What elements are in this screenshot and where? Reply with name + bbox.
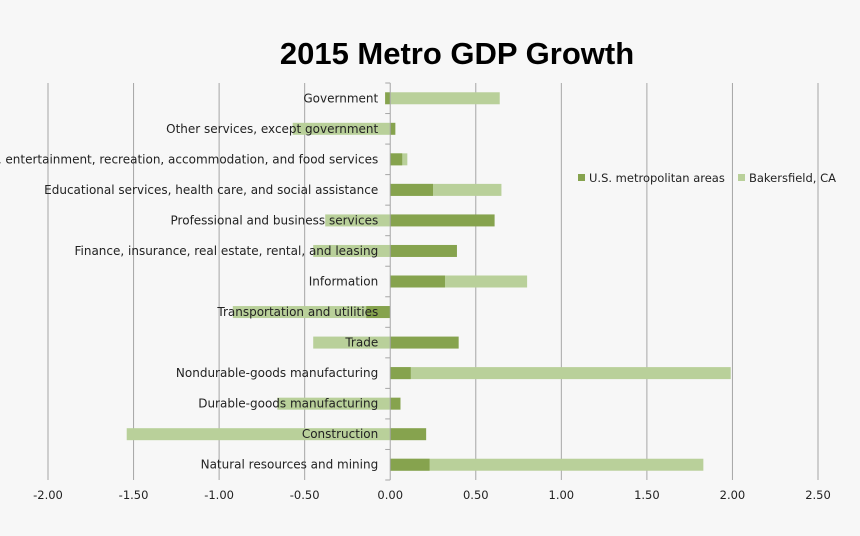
bar-bakersfield [277, 397, 391, 410]
category-label: Professional and business services [171, 213, 379, 227]
category-label: Educational services, health care, and s… [44, 183, 378, 197]
bar-bakersfield [292, 122, 391, 135]
x-tick-label: 1.00 [549, 488, 575, 502]
bar-bakersfield [313, 336, 391, 349]
bar-us-metro [390, 214, 495, 227]
x-tick-label: 0.50 [463, 488, 489, 502]
category-label: Information [309, 275, 378, 289]
legend-swatch [578, 174, 585, 181]
category-label: Nondurable-goods manufacturing [176, 366, 378, 380]
bar-bakersfield [390, 367, 731, 380]
bar-bakersfield [390, 458, 704, 471]
bar-bakersfield [390, 92, 500, 105]
category-label: Other services, except government [166, 122, 378, 136]
legend-label: U.S. metropolitan areas [589, 171, 725, 185]
legend: U.S. metropolitan areas Bakersfield, CA [578, 171, 836, 185]
x-tick-label: 0.00 [377, 488, 403, 502]
bar-us-metro [366, 306, 391, 319]
x-tick-label: -0.50 [290, 488, 320, 502]
bar-us-metro [390, 153, 403, 166]
bar-bakersfield [126, 428, 391, 441]
bar-us-metro [390, 122, 396, 135]
category-label: Government [303, 91, 378, 105]
chart-title: 2015 Metro GDP Growth [280, 36, 634, 71]
legend-swatch [738, 174, 745, 181]
bar-us-metro [390, 336, 459, 349]
bar-us-metro [390, 458, 430, 471]
x-tick-label: 2.50 [805, 488, 831, 502]
bar-us-metro [390, 397, 401, 410]
category-label: Trade [344, 336, 378, 350]
x-tick-label: 1.50 [634, 488, 660, 502]
category-label: Transportation and utilities [216, 305, 378, 319]
bar-us-metro [390, 367, 411, 380]
legend-label: Bakersfield, CA [749, 171, 836, 185]
category-label: Construction [302, 427, 378, 441]
category-label: Finance, insurance, real estate, rental,… [74, 244, 378, 258]
bar-bakersfield [313, 244, 391, 257]
category-label: Natural resources and mining [201, 458, 379, 472]
bar-us-metro [390, 275, 445, 288]
category-labels: Government Other services, except governm… [0, 91, 379, 471]
category-label: Arts, entertainment, recreation, accommo… [0, 152, 378, 166]
bars [126, 92, 731, 471]
category-axis [385, 82, 391, 481]
x-tick-label: -1.50 [119, 488, 149, 502]
bar-us-metro [390, 244, 457, 257]
bar-us-metro [390, 183, 433, 196]
x-tick-label: 2.00 [720, 488, 746, 502]
category-label: Durable-goods manufacturing [198, 397, 378, 411]
bar-bakersfield [325, 214, 391, 227]
bar-us-metro [390, 428, 427, 441]
x-tick-labels: -2.00 -1.50 -1.00 -0.50 0.00 0.50 1.00 1.50 2.00… [33, 488, 831, 502]
x-tick-label: -2.00 [33, 488, 63, 502]
bar-bakersfield [232, 306, 391, 319]
x-tick-label: -1.00 [204, 488, 234, 502]
bar-us-metro [385, 92, 391, 105]
